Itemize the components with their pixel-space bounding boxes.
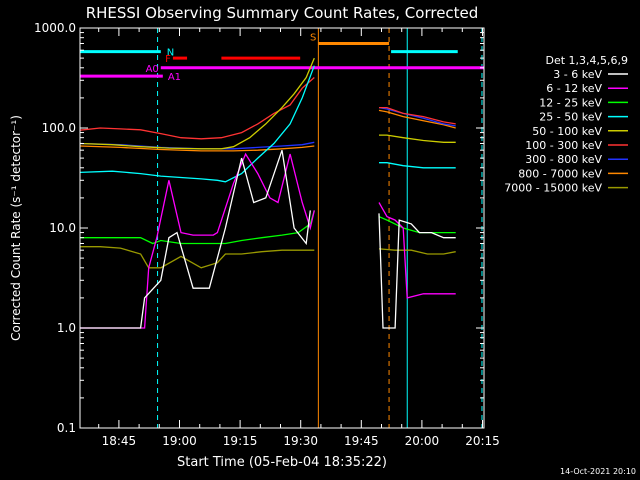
series-line bbox=[378, 106, 456, 127]
legend-entry-label: 800 - 7000 keV bbox=[518, 167, 602, 180]
legend-entry-label: 50 - 100 keV bbox=[532, 125, 602, 138]
series-line bbox=[378, 213, 456, 329]
x-tick-label: 19:45 bbox=[344, 434, 379, 448]
y-tick-label: 0.1 bbox=[57, 421, 76, 435]
legend-entry-label: 6 - 12 keV bbox=[546, 82, 602, 95]
y-tick-label: 100.0 bbox=[42, 121, 76, 135]
footer-timestamp: 14-Oct-2021 20:10 bbox=[560, 467, 636, 476]
y-tick-label: 1000.0 bbox=[34, 21, 76, 35]
flag-label: S bbox=[310, 32, 316, 43]
legend-title: Det 1,3,4,5,6,9 bbox=[545, 54, 628, 67]
flag-label: F bbox=[165, 54, 171, 65]
series-line bbox=[80, 210, 315, 245]
flag-label: A0 bbox=[146, 64, 159, 75]
series-line bbox=[80, 149, 311, 329]
legend-entry-label: 7000 - 15000 keV bbox=[504, 182, 602, 195]
x-tick-label: 19:15 bbox=[223, 434, 258, 448]
series-line bbox=[378, 248, 456, 255]
flag-label: A1 bbox=[168, 72, 181, 83]
series-line bbox=[379, 162, 456, 169]
plot-frame bbox=[79, 27, 485, 429]
series-line bbox=[79, 77, 315, 140]
series-line bbox=[79, 57, 315, 150]
series-line bbox=[79, 145, 315, 152]
chart-title: RHESSI Observing Summary Count Rates, Co… bbox=[86, 4, 479, 22]
y-tick-label: 1.0 bbox=[57, 321, 76, 335]
series-line bbox=[378, 109, 456, 129]
x-tick-label: 20:00 bbox=[405, 434, 440, 448]
series-line bbox=[80, 246, 315, 269]
legend-entry-label: 3 - 6 keV bbox=[553, 68, 602, 81]
series-line bbox=[79, 65, 315, 183]
y-axis-title: Corrected Count Rate (s⁻¹ detector⁻¹) bbox=[9, 115, 23, 341]
legend-entry-label: 100 - 300 keV bbox=[525, 139, 602, 152]
legend-entry-label: 300 - 800 keV bbox=[525, 153, 602, 166]
x-tick-label: 18:45 bbox=[102, 434, 137, 448]
series-line bbox=[379, 106, 456, 125]
series-line bbox=[379, 134, 456, 143]
legend-entry-label: 12 - 25 keV bbox=[539, 96, 602, 109]
flag-label: N bbox=[167, 48, 174, 59]
x-tick-label: 19:30 bbox=[283, 434, 318, 448]
series-line bbox=[378, 216, 456, 234]
x-axis: 18:45 19:00 19:15 19:30 19:45 20:00 20:15 bbox=[98, 28, 500, 448]
series-line bbox=[80, 152, 315, 329]
x-axis-title: Start Time (05-Feb-04 18:35:22) bbox=[177, 455, 387, 470]
x-tick-label: 19:00 bbox=[162, 434, 197, 448]
plot-content: NF S A0 A1 bbox=[79, 28, 484, 428]
x-tick-label: 20:15 bbox=[465, 434, 500, 448]
y-axis: 0.1 1.0 10.0 100.0 1000.0 bbox=[34, 21, 484, 435]
legend-entry-label: 25 - 50 keV bbox=[539, 111, 602, 124]
series-line bbox=[378, 202, 456, 299]
y-tick-label: 10.0 bbox=[49, 221, 76, 235]
